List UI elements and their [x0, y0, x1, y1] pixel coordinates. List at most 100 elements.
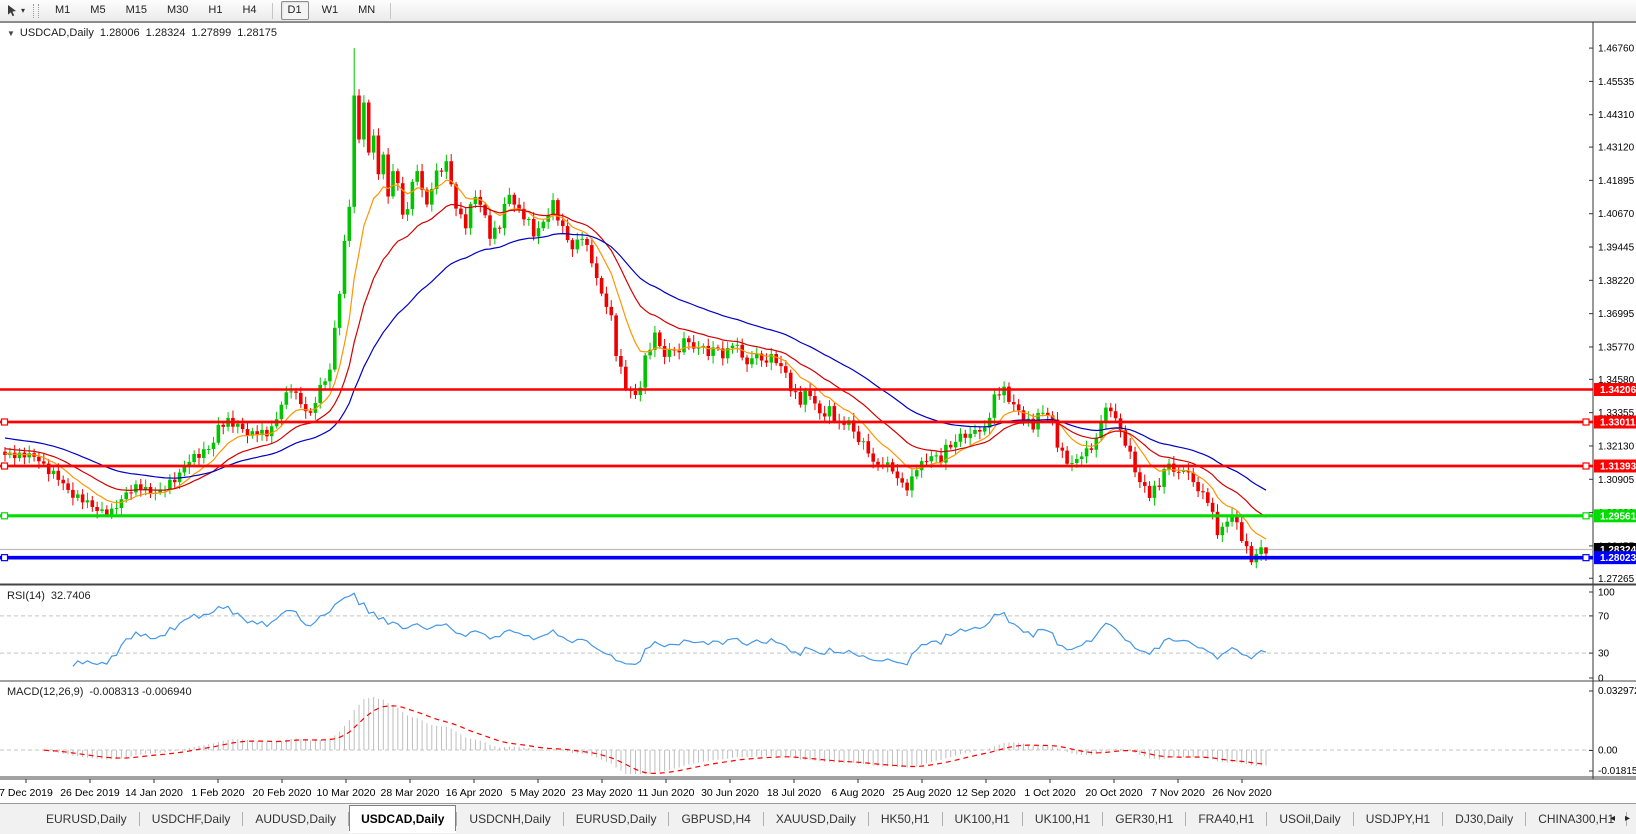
svg-text:26 Nov 2020: 26 Nov 2020 — [1212, 787, 1272, 799]
cursor-icon-glyph — [8, 5, 16, 17]
ohlc-open: 1.28006 — [99, 27, 140, 39]
svg-text:-0.018154: -0.018154 — [1598, 766, 1636, 777]
tab-usdchf-daily[interactable]: USDCHF,Daily — [151, 812, 231, 826]
svg-text:12 Sep 2020: 12 Sep 2020 — [956, 787, 1016, 799]
tab-eurusd-daily[interactable]: EURUSD,Daily — [575, 812, 657, 826]
svg-text:0.032972: 0.032972 — [1598, 686, 1636, 697]
svg-text:1.30905: 1.30905 — [1598, 475, 1635, 486]
svg-text:1.32130: 1.32130 — [1598, 441, 1635, 452]
svg-text:0.00: 0.00 — [1598, 746, 1618, 757]
chart-tabs: EURUSD,Daily USDCHF,Daily AUDUSD,Daily USDC… — [34, 804, 1636, 831]
tab-divider — [867, 812, 869, 826]
chart-title: ▼ USDCAD,Daily 1.28006 1.28324 1.27899 1.2817… — [7, 27, 283, 39]
timeframe-h4[interactable]: H4 — [242, 4, 257, 16]
toolbar-separator — [390, 2, 392, 19]
tab-uk100-h1[interactable]: UK100,H1 — [954, 812, 1010, 826]
tab-usdcnh-daily[interactable]: USDCNH,Daily — [469, 812, 551, 826]
macd-values: -0.008313 -0.006940 — [89, 686, 192, 698]
svg-text:30 Jun 2020: 30 Jun 2020 — [701, 787, 759, 799]
svg-text:1.33355: 1.33355 — [1598, 408, 1635, 419]
chart-menu-caret-icon[interactable]: ▼ — [7, 29, 15, 38]
tab-divider — [762, 812, 764, 826]
candles-series — [3, 48, 1268, 569]
tab-china300-h1[interactable]: CHINA300,H1 — [1538, 812, 1615, 826]
svg-text:30: 30 — [1598, 649, 1610, 660]
top-toolbar: ▾ M1 M5 M15 M30 H1 H4 D1 W1 MN — [0, 0, 1636, 22]
tab-usoil-daily[interactable]: USOil,Daily — [1279, 812, 1341, 826]
svg-text:20 Feb 2020: 20 Feb 2020 — [253, 787, 312, 799]
rsi-label: RSI(14) 32.7406 — [7, 590, 97, 602]
svg-text:23 May 2020: 23 May 2020 — [572, 787, 633, 799]
tab-divider — [1525, 812, 1527, 826]
tab-divider — [562, 812, 564, 826]
svg-text:100: 100 — [1598, 588, 1615, 599]
tab-scroll-left-icon[interactable]: ◂ — [1609, 813, 1615, 824]
svg-text:1.36995: 1.36995 — [1598, 309, 1635, 320]
svg-text:1.44310: 1.44310 — [1598, 110, 1635, 121]
tab-eurusd-daily[interactable]: EURUSD,Daily — [46, 812, 127, 826]
svg-text:25 Aug 2020: 25 Aug 2020 — [893, 787, 952, 799]
svg-text:1.46760: 1.46760 — [1598, 44, 1635, 55]
tab-gbpusd-h4[interactable]: GBPUSD,H4 — [681, 812, 751, 826]
tab-divider — [1185, 812, 1187, 826]
price-axis-badges: 1.28324 1.34206 1.33011 1.31393 1.29561 1.280… — [1594, 383, 1636, 565]
tab-usdjpy-h1[interactable]: USDJPY,H1 — [1365, 812, 1431, 826]
svg-text:6 Aug 2020: 6 Aug 2020 — [831, 787, 884, 799]
tab-fra40-h1[interactable]: FRA40,H1 — [1198, 812, 1255, 826]
tab-divider — [138, 812, 140, 826]
svg-text:28 Mar 2020: 28 Mar 2020 — [381, 787, 440, 799]
tab-divider — [668, 812, 670, 826]
svg-text:26 Dec 2019: 26 Dec 2019 — [60, 787, 120, 799]
tab-divider — [1021, 812, 1023, 826]
timeframe-m1[interactable]: M1 — [55, 4, 71, 16]
timeframe-w1[interactable]: W1 — [321, 4, 339, 16]
price-axis: 1.46760 1.45535 1.44310 1.43120 1.41895 1.406… — [1589, 44, 1635, 585]
tab-uk100-h1[interactable]: UK100,H1 — [1034, 812, 1091, 826]
timeframe-buttons: M1 M5 M15 M30 H1 H4 D1 W1 MN — [45, 1, 396, 20]
macd-name: MACD(12,26,9) — [7, 686, 84, 698]
tab-ger30-h1[interactable]: GER30,H1 — [1115, 812, 1174, 826]
ohlc-high: 1.28324 — [145, 27, 186, 39]
horizontal-level-lines[interactable] — [0, 388, 1593, 562]
tab-usdcad-daily[interactable]: USDCAD,Daily — [349, 804, 457, 831]
svg-text:1.28023: 1.28023 — [1600, 553, 1636, 564]
svg-text:1.28324: 1.28324 — [1600, 545, 1636, 556]
svg-text:70: 70 — [1598, 611, 1610, 622]
svg-text:18 Jul 2020: 18 Jul 2020 — [767, 787, 821, 799]
svg-text:1.40670: 1.40670 — [1598, 209, 1635, 220]
svg-text:1.41895: 1.41895 — [1598, 176, 1635, 187]
tab-divider — [1626, 812, 1628, 826]
tab-dj30-daily[interactable]: DJ30,Daily — [1455, 812, 1514, 826]
macd-label: MACD(12,26,9) -0.008313 -0.006940 — [7, 686, 198, 698]
moving-average-lines — [4, 179, 1267, 540]
timeframe-h1[interactable]: H1 — [208, 4, 223, 16]
macd-panel: 0.032972 0.00 -0.018154 — [0, 686, 1636, 777]
cursor-icon[interactable]: ▾ — [6, 4, 25, 17]
rsi-name: RSI(14) — [7, 590, 45, 602]
tab-audusd-daily[interactable]: AUDUSD,Daily — [255, 812, 337, 826]
chart-symbol-period: USDCAD,Daily — [19, 27, 94, 39]
ohlc-close: 1.28175 — [237, 27, 277, 39]
tab-divider — [242, 812, 244, 826]
svg-text:5 May 2020: 5 May 2020 — [511, 787, 566, 799]
timeframe-mn[interactable]: MN — [358, 4, 376, 16]
toolbar-grip-handle[interactable] — [33, 3, 40, 18]
svg-text:14 Jan 2020: 14 Jan 2020 — [125, 787, 183, 799]
tab-xauusd-daily[interactable]: XAUUSD,Daily — [775, 812, 856, 826]
rsi-value: 32.7406 — [50, 590, 91, 602]
timeframe-d1[interactable]: D1 — [280, 1, 309, 20]
timeframe-m30[interactable]: M30 — [166, 4, 189, 16]
tab-scroll-right-icon[interactable]: ▸ — [1624, 813, 1630, 824]
timeframe-m5[interactable]: M5 — [90, 4, 106, 16]
chevron-down-icon[interactable]: ▾ — [21, 6, 26, 15]
svg-text:16 Apr 2020: 16 Apr 2020 — [446, 787, 503, 799]
tab-divider — [1266, 812, 1268, 826]
tab-divider — [348, 812, 350, 826]
timeframe-m15[interactable]: M15 — [125, 4, 147, 16]
toolbar-separator — [271, 2, 273, 19]
svg-text:1.27265: 1.27265 — [1598, 574, 1635, 585]
svg-text:1.33011: 1.33011 — [1600, 418, 1636, 429]
tab-hk50-h1[interactable]: HK50,H1 — [880, 812, 930, 826]
svg-text:20 Oct 2020: 20 Oct 2020 — [1085, 787, 1142, 799]
